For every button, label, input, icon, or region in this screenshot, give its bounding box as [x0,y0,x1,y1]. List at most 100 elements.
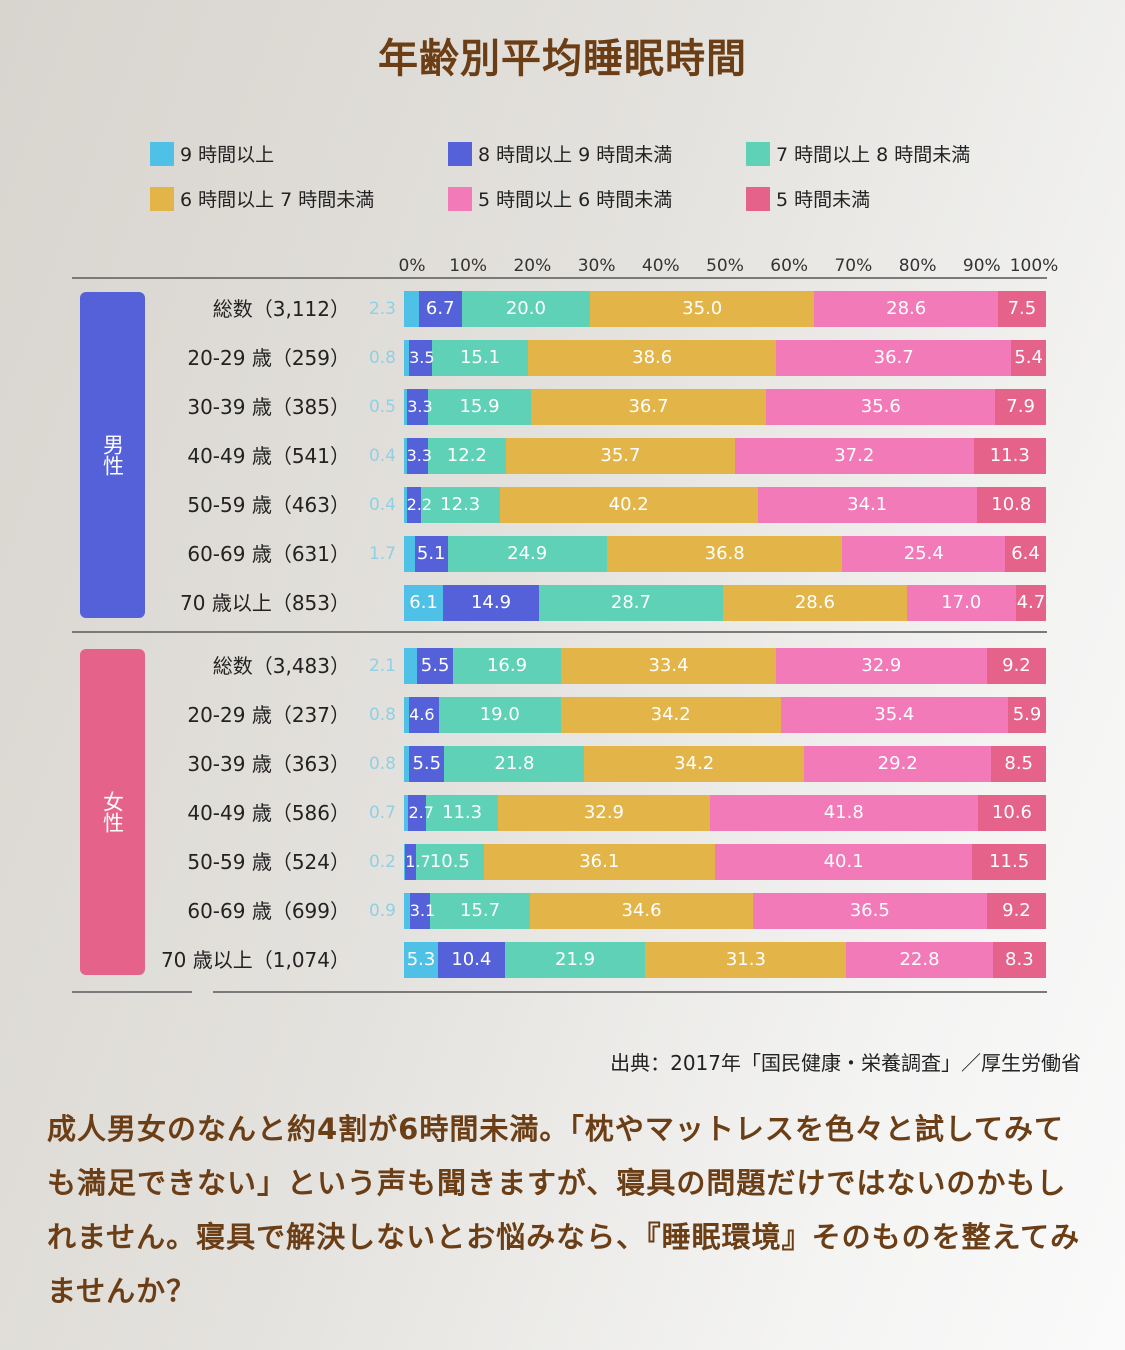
bar-segment: 15.9 [428,389,531,425]
bar-segment: 41.8 [709,795,978,831]
stacked-bar: 5.3 10.4 21.9 31.3 22.8 8.3 [404,942,1046,978]
legend-swatch [150,186,174,211]
bar-segment: 35.6 [766,389,996,425]
legend-swatch [150,141,174,166]
data-label-outside: 1.7 [368,544,396,564]
data-label-outside: 0.4 [368,446,396,466]
row-label: 50-59 歳（463） [187,493,350,517]
data-label-outside: 0.2 [368,852,396,872]
data-label-outside: 0.8 [368,348,396,368]
body-text: 成人男女のなんと約4割が6時間未満。「枕やマットレスを色々と試してみても満足でき… [47,1112,1081,1308]
bar-segment: 35.4 [780,697,1009,733]
stacked-bar: 5.5 16.9 33.4 32.9 9.2 [404,648,1046,684]
legend-label: 5 時間未満 [776,189,871,211]
bar-segment: 5.3 [404,942,439,978]
x-tick-label: 10% [449,256,488,276]
x-tick-label: 60% [770,256,809,276]
legend-swatch [746,141,770,166]
group-label-female: 女性 [100,791,125,833]
group-box-male: 男性 [80,292,145,618]
legend-label: 8 時間以上 9 時間未満 [478,144,673,166]
bar-segment: 37.2 [734,438,974,474]
stacked-bar: 5.1 24.9 36.8 25.4 6.4 [404,536,1046,572]
bar-segment [404,697,410,733]
bar-segment: 28.6 [723,585,907,621]
legend-swatch [448,141,472,166]
bar-segment [404,893,410,929]
bar-segment [404,487,407,523]
group-divider [72,631,1047,633]
bar-segment: 6.1 [404,585,444,621]
data-label-outside: 0.8 [368,705,396,725]
bar-segment: 34.2 [560,697,781,733]
bar-segment: 19.0 [438,697,561,733]
bottom-divider-right [213,991,1047,993]
data-label-outside: 0.5 [368,397,396,417]
bar-segment: 36.5 [752,893,987,929]
row-label: 30-39 歳（385） [187,395,350,419]
bar-segment: 5.4 [1011,340,1046,376]
bar-segment: 10.4 [438,942,505,978]
row-label: 総数（3,112） [212,297,350,321]
bar-segment: 32.9 [775,648,987,684]
legend-label: 5 時間以上 6 時間未満 [478,189,673,211]
bar-segment: 6.7 [418,291,462,327]
legend-swatch [448,186,472,211]
bar-segment: 4.6 [409,697,439,733]
legend-label: 9 時間以上 [180,144,275,166]
legend-item: 5 時間以上 6 時間未満 [448,185,672,212]
source-citation: 出典：2017年「国民健康・栄養調査」／厚生労働省 [610,1051,1081,1075]
bar-segment: 10.8 [976,487,1046,523]
bar-segment: 10.6 [977,795,1046,831]
bar-segment: 12.3 [420,487,500,523]
x-tick-label: 30% [577,256,616,276]
top-divider [72,277,1047,279]
bar-segment: 4.7 [1015,585,1046,621]
bar-segment: 15.7 [429,893,531,929]
bar-segment [404,795,409,831]
legend-label: 6 時間以上 7 時間未満 [180,189,375,211]
stacked-bar: 3.5 15.1 38.6 36.7 5.4 [404,340,1046,376]
bar-segment: 3.5 [409,340,435,376]
bar-segment: 7.9 [995,389,1046,425]
bar-segment: 12.2 [427,438,506,474]
bar-segment: 21.9 [504,942,646,978]
bar-segment: 40.2 [499,487,758,523]
bar-segment: 3.3 [406,438,432,474]
bar-segment: 22.8 [846,942,993,978]
stacked-bar: 2.7 11.3 32.9 41.8 10.6 [404,795,1046,831]
data-label-outside: 0.7 [368,803,396,823]
bar-segment: 6.4 [1005,536,1046,572]
legend-item: 9 時間以上 [150,140,274,167]
bar-segment: 5.5 [417,648,453,684]
x-tick-label: 90% [962,256,1001,276]
bar-segment: 33.4 [561,648,776,684]
legend-item: 8 時間以上 9 時間未満 [448,140,672,167]
x-tick-label: 80% [898,256,937,276]
row-label: 50-59 歳（524） [187,850,350,874]
bar-segment: 10.5 [416,844,484,880]
bar-segment [404,340,410,376]
data-label-outside: 0.4 [368,495,396,515]
x-tick-label: 0% [398,256,426,276]
bar-segment: 17.0 [906,585,1016,621]
bar-segment: 11.5 [972,844,1046,880]
legend-item: 7 時間以上 8 時間未満 [746,140,970,167]
row-label: 総数（3,483） [212,654,350,678]
x-tick-label: 40% [641,256,680,276]
row-label: 20-29 歳（259） [187,346,350,370]
bar-segment [404,389,408,425]
row-label: 60-69 歳（699） [187,899,350,923]
bar-segment: 5.1 [414,536,448,572]
bar-segment: 36.1 [483,844,716,880]
bar-segment: 11.3 [973,438,1046,474]
bottom-divider-left [72,991,192,993]
x-tick-label: 20% [513,256,552,276]
stacked-bar: 6.7 20.0 35.0 28.6 7.5 [404,291,1046,327]
bar-segment: 8.5 [991,746,1046,782]
bar-segment: 2.7 [408,795,434,831]
bar-segment: 38.6 [528,340,776,376]
bar-segment: 5.5 [409,746,445,782]
bar-segment: 35.0 [589,291,815,327]
bar-segment: 11.3 [425,795,499,831]
